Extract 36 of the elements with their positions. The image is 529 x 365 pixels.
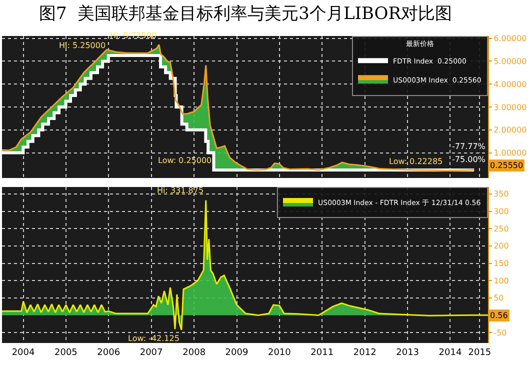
annotation: -75.00% (452, 155, 486, 164)
y-tick-label: 3.00000 (494, 102, 527, 112)
y-tick-label: 2.00000 (494, 126, 527, 135)
x-tick-label: 2012 (353, 348, 376, 358)
x-tick-label: 2010 (268, 348, 292, 358)
x-tick-label: 2009 (225, 348, 248, 358)
y-tick-label: 200 (494, 242, 509, 251)
y-tick-label: 5.00000 (494, 56, 527, 66)
annotation: Hi: 331.875 (157, 186, 204, 195)
x-tick-label: 2005 (54, 348, 78, 358)
y-tick-label: 250 (494, 224, 509, 234)
y-tick-label: 6.00000 (494, 34, 527, 44)
annotation: Hi: 5.25000 (59, 41, 106, 50)
y-tick-label: 50 (494, 294, 504, 303)
annotation: Low: 0.22285 (389, 157, 443, 166)
x-tick-label: 2011 (310, 348, 334, 358)
x-tick-label: 2008 (182, 348, 206, 358)
chart-title: 图7 美国联邦基金目标利率与美元3个月LIBOR对比图 (39, 4, 452, 24)
x-tick-label: 2007 (140, 348, 163, 358)
x-tick-label: 2014 (438, 348, 462, 358)
annotation: 0.56 (490, 311, 508, 320)
x-tick-label: 2006 (97, 348, 120, 358)
y-tick-label: -50 (494, 328, 507, 338)
y-tick-label: 350 (494, 190, 509, 199)
y-tick-label: 4.00000 (494, 80, 527, 89)
annotation: Low: 0.25000 (158, 156, 212, 165)
x-tick-label: 2004 (12, 348, 36, 358)
x-tick-label: 2015 (468, 348, 492, 358)
y-tick-label: 300 (494, 207, 509, 216)
annotation: Low: -42.125 (128, 334, 180, 343)
y-tick-label: 100 (494, 276, 509, 286)
annotation: -77.77% (452, 142, 486, 151)
text: 0.25550 (490, 161, 524, 170)
y-tick-label: 150 (494, 259, 509, 268)
x-tick-label: 2013 (396, 348, 420, 358)
y-tick-label: 1.00000 (494, 148, 527, 158)
